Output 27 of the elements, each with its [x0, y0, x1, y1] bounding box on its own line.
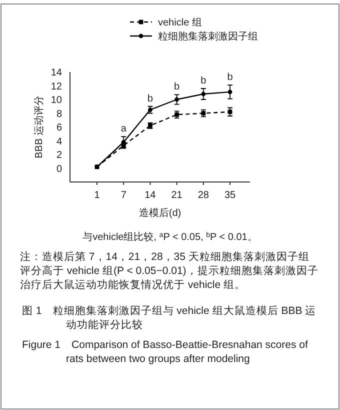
text: 图 1 粒细胞集落刺激因子组与 vehicle 组大鼠造模后 BBB 运动功能评分比较 — [22, 304, 316, 331]
legend-label: 粒细胞集落刺激因子组 — [158, 30, 258, 42]
y-tick-label: 6 — [56, 122, 62, 134]
annotation: a — [120, 124, 127, 135]
text: 与vehicle组比较, $^{a}$P < 0.05, $^{b}$P < 0.01。 — [82, 230, 258, 243]
y-tick-label: 4 — [56, 136, 62, 148]
x-tick-label: 7 — [120, 190, 127, 201]
x-tick-label: 14 — [144, 190, 156, 201]
y-tick-label: 2 — [56, 150, 62, 161]
text: 注：造模后第 7，14，21，28，35 天粒细胞集落刺激因子组评分高于 vehicle 组(P < 0.05−0.01)，提示粒细胞集落刺激因子治疗后大鼠运动功能恢复情况优于 vehicle 组。 — [20, 250, 318, 291]
y-tick-label: 8 — [56, 108, 62, 120]
x-axis-title: 造模后(d) — [138, 207, 182, 219]
text: Figure 1 Comparison of Basso-Beattie-Bresnahan scores of rats between two groups after modeling — [22, 339, 308, 365]
x-tick-label: 1 — [94, 190, 100, 201]
legend-label: vehicle 组 — [158, 16, 202, 28]
x-tick-label: 35 — [224, 190, 236, 201]
y-tick-label: 0 — [56, 164, 62, 175]
annotation: b — [147, 93, 154, 104]
annotation: b — [200, 76, 207, 86]
annotation: b — [227, 72, 234, 84]
y-tick-label: 10 — [50, 95, 62, 106]
x-tick-label: 28 — [198, 190, 210, 201]
y-tick-label: 12 — [50, 81, 62, 92]
y-axis-title: BBB 运动评分 — [33, 96, 45, 158]
x-tick-label: 21 — [171, 190, 183, 201]
annotation: b — [174, 82, 180, 93]
y-tick-label: 14 — [50, 68, 62, 78]
